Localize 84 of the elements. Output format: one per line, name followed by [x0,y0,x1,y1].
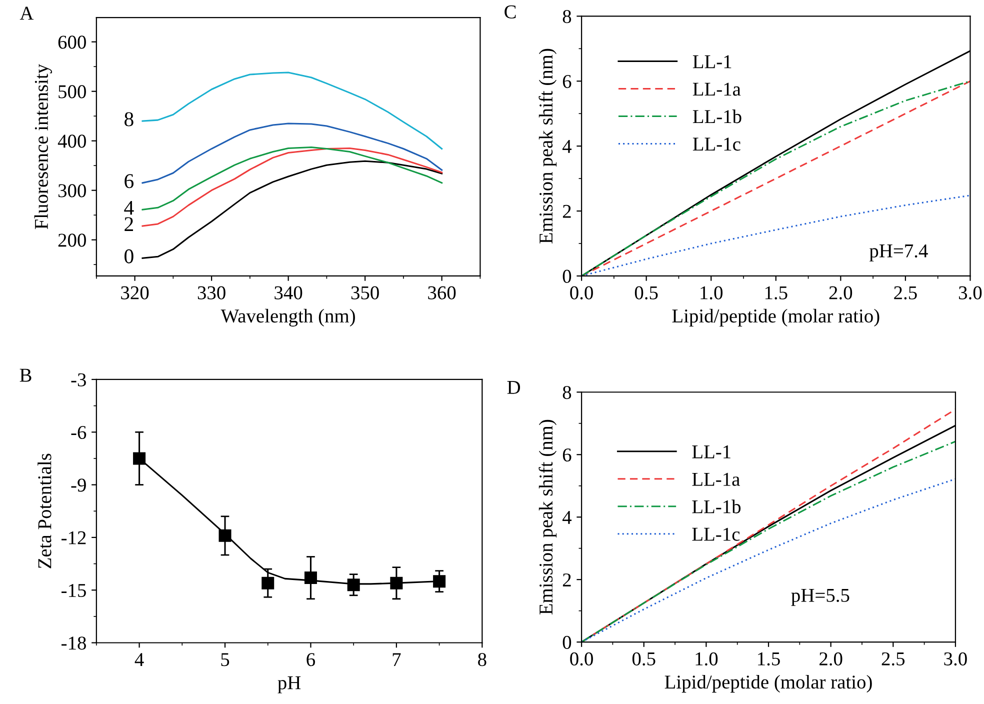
y-tick-label: 200 [58,234,86,247]
x-tick-label: 3.0 [959,286,982,300]
legend-label: LL-1a [692,82,741,96]
y-tick-label: -6 [71,426,86,440]
point [433,575,446,588]
x-tick-label: 1.0 [700,286,723,300]
y-tick-label: 4 [562,140,572,153]
legend-label: LL-1a [692,472,740,486]
line-series [142,146,443,210]
x-tick-label: 1.5 [758,652,780,666]
y-tick-label: 6 [562,75,572,88]
y-tick-label: 500 [58,85,86,98]
legend-label: LL-1 [692,445,730,458]
annotation: pH=5.5 [791,589,850,606]
legend-label: LL-1b [692,110,742,124]
x-tick-label: 2.5 [882,652,905,666]
annotation: 0 [124,249,134,264]
annotation: pH=7.4 [869,244,928,262]
legend-label: LL-1 [692,55,732,68]
x-tick-label: 1.0 [696,652,718,666]
x-tick-label: 340 [274,286,302,300]
y-axis-title: Emission peak shift (nm) [538,48,557,244]
y-tick-label: 2 [562,204,571,218]
y-axis-title: Emission peak shift (nm) [538,420,557,615]
y-tick-label: -3 [71,373,86,386]
point [133,452,146,465]
x-axis-title: Lipid/peptide (molar ratio) [672,308,880,327]
x-tick-label: 6 [306,653,316,666]
chart-title: C [504,5,516,18]
y-tick-label: 6 [562,448,572,462]
x-tick-label: 5 [221,653,230,666]
y-tick-label: -12 [62,531,86,544]
annotation: 8 [124,112,134,126]
y-tick-label: -18 [62,636,86,650]
chart-title: A [20,6,34,20]
x-tick-label: 0.0 [570,652,593,666]
y-tick-label: 600 [58,36,86,49]
x-tick-label: 330 [198,286,226,300]
point [304,572,317,584]
x-axis-title: pH [278,676,301,694]
x-tick-label: 350 [351,286,379,300]
x-tick-label: 3.0 [944,652,967,666]
y-tick-label: 2 [562,573,571,586]
x-tick-label: 2.0 [829,286,852,300]
y-tick-label: 8 [562,386,572,400]
x-axis-title: Wavelength (nm) [220,308,355,327]
x-tick-label: 2.0 [820,652,842,666]
x-tick-label: 0.5 [632,652,656,666]
y-axis-title: Zeta Potentials [38,454,52,568]
x-tick-label: 320 [121,286,149,300]
line-series [142,72,443,150]
point [262,576,274,590]
legend-label: LL-1c [692,138,740,151]
line-series [142,122,443,184]
x-tick-label: 2.5 [894,286,917,300]
x-tick-label: 0.0 [570,286,593,300]
y-axis-title: Fluoresence intensity [34,64,52,230]
x-axis-title: Lipid/peptide (molar ratio) [664,674,872,693]
y-tick-label: 0 [562,270,572,283]
point [218,529,232,542]
y-tick-label: 0 [562,636,572,649]
chart-title: D [507,381,520,394]
y-tick-label: 8 [562,10,572,24]
line-series [142,160,443,259]
legend-label: LL-1b [692,500,741,514]
point [347,578,360,592]
x-tick-label: 0.5 [634,286,658,300]
line-series [142,148,443,227]
x-tick-label: 8 [478,653,486,666]
y-tick-label: 4 [562,511,572,524]
x-tick-label: 1.5 [765,286,788,300]
x-tick-label: 7 [392,653,401,666]
legend-label: LL-1c [692,528,740,541]
y-tick-label: -15 [62,584,86,598]
y-tick-label: 400 [58,134,86,148]
y-tick-label: -9 [71,478,86,492]
annotation: 6 [124,174,134,188]
annotation: 4 [124,200,134,215]
point [390,576,403,590]
x-tick-label: 4 [134,653,144,666]
y-tick-label: 300 [58,184,86,198]
x-tick-label: 360 [428,286,456,300]
chart-title: B [20,368,32,382]
annotation: 2 [124,217,133,231]
